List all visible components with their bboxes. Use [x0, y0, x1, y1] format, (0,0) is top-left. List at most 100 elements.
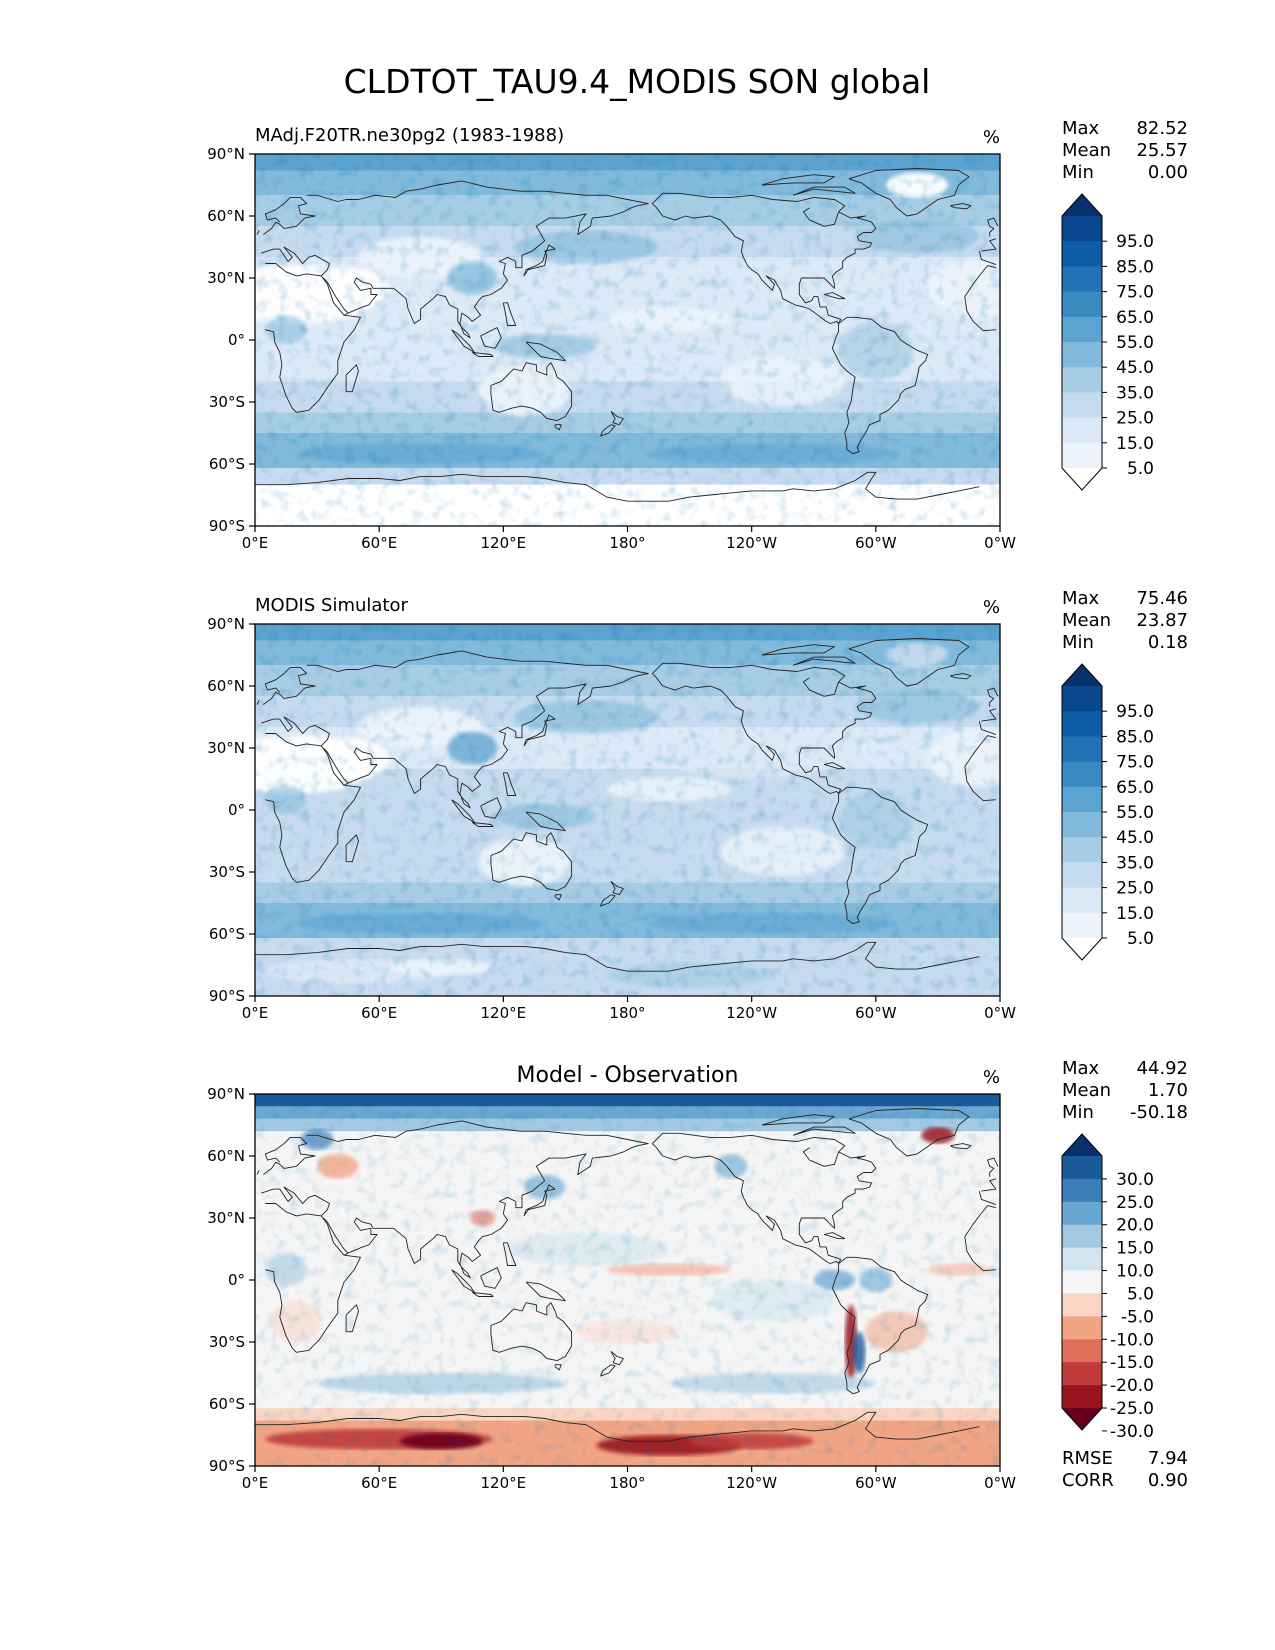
coastline: [502, 1242, 517, 1266]
stat-value-mean: 23.87: [1136, 610, 1188, 631]
stat-value-min: -50.18: [1130, 1102, 1188, 1123]
colorbar-label: 95.0: [1116, 702, 1154, 722]
coastline: [792, 1126, 856, 1136]
colorbar-segment: [1062, 912, 1102, 939]
coastline: [950, 1143, 972, 1150]
coastline: [345, 834, 359, 863]
colorbar-extend-min: [1062, 938, 1102, 960]
colorbar-label: 25.0: [1116, 409, 1154, 429]
coastline: [523, 714, 556, 747]
x-tick-label: 120°E: [481, 1004, 527, 1022]
coastline: [265, 263, 997, 413]
coastline: [554, 1364, 562, 1371]
x-tick-label: 60°E: [361, 1474, 397, 1492]
figure-title: CLDTOT_TAU9.4_MODIS SON global: [344, 62, 931, 101]
stat-value-min: 0.18: [1148, 632, 1188, 653]
stat-value-max: 75.46: [1136, 588, 1188, 609]
y-tick-label: 90°N: [207, 145, 245, 163]
y-tick-label: 0°: [228, 1271, 245, 1289]
panel-units: %: [983, 127, 1000, 148]
x-tick-label: 180°: [609, 534, 645, 552]
coastline: [261, 246, 997, 277]
coastline: [600, 1364, 616, 1377]
x-tick-label: 120°E: [481, 1474, 527, 1492]
map-field-test: [255, 154, 1000, 526]
coastline: [480, 797, 502, 819]
coastline: [600, 894, 616, 907]
y-tick-label: 60°N: [207, 677, 245, 695]
colorbar-segment: [1062, 761, 1102, 788]
coastline: [831, 1256, 929, 1395]
field-texture: [255, 154, 1000, 526]
colorbar-extend-max: [1062, 1134, 1102, 1156]
colorbar-label: 30.0: [1116, 1170, 1154, 1190]
field-texture: [255, 1094, 1000, 1466]
colorbar-label: 10.0: [1116, 1262, 1154, 1282]
colorbar-segment: [1062, 392, 1102, 419]
stat-label-mean: Mean: [1062, 610, 1111, 631]
colorbar-segment: [1062, 1156, 1102, 1180]
colorbar-label: 35.0: [1116, 383, 1154, 403]
colorbar-label: 15.0: [1116, 1239, 1154, 1259]
coastline: [345, 1304, 359, 1333]
x-tick-label: 180°: [609, 1474, 645, 1492]
colorbar-segment: [1062, 367, 1102, 393]
y-tick-label: 60°S: [209, 925, 245, 943]
coastline: [261, 716, 997, 747]
colorbar-label: 65.0: [1116, 308, 1154, 328]
coastline: [651, 1143, 839, 1264]
colorbar-extend-min: [1062, 468, 1102, 490]
colorbar-segment: [1062, 686, 1102, 712]
axis-ticks: 0°E 60°E 120°E 180° 120°W 60°W 0°W 90°N 60°N 30°N…: [207, 615, 1016, 1022]
coastline: [798, 1151, 877, 1264]
stat-label-max: Max: [1062, 588, 1100, 609]
stat-label-mean: Mean: [1062, 140, 1111, 161]
colorbar-label: 25.0: [1116, 1193, 1154, 1213]
coastline: [761, 1114, 835, 1126]
colorbar-label: 5.0: [1127, 1284, 1154, 1304]
colorbar-segment: [1062, 1385, 1102, 1409]
colorbar-label: -5.0: [1121, 1307, 1154, 1327]
y-tick-label: 60°S: [209, 455, 245, 473]
colorbar-label: 55.0: [1116, 333, 1154, 353]
coastline: [343, 1252, 349, 1256]
stat-value-mean: 25.57: [1136, 140, 1188, 161]
coastline: [525, 811, 566, 832]
coastline: [472, 821, 494, 827]
coastline: [651, 673, 839, 794]
y-tick-label: 0°: [228, 801, 245, 819]
coastline: [451, 799, 475, 823]
y-tick-label: 90°N: [207, 615, 245, 633]
stat-value-min: 0.00: [1148, 162, 1188, 183]
coastline: [651, 192, 846, 227]
coastline: [265, 733, 997, 883]
y-tick-label: 90°N: [207, 1085, 245, 1103]
colorbar-segment: [1062, 1201, 1102, 1226]
panel-left-title: MODIS Simulator: [255, 595, 408, 616]
coastline: [263, 196, 997, 252]
coastline: [798, 681, 877, 794]
stat-value-mean: 1.70: [1148, 1080, 1188, 1101]
coastline: [265, 1203, 997, 1353]
stat-label-min: Min: [1062, 162, 1094, 183]
x-tick-label: 0°E: [242, 1004, 269, 1022]
coastline: [490, 362, 573, 422]
stat-value-max: 82.52: [1136, 118, 1188, 139]
colorbar-segment: [1062, 786, 1102, 813]
coastline: [610, 1350, 624, 1366]
coastline: [480, 1267, 502, 1289]
coastline: [490, 1302, 573, 1362]
coastline: [798, 211, 877, 324]
stat-value-rmse: 7.94: [1148, 1448, 1188, 1469]
colorbar-reference: 95.0 85.0 75.0 65.0 55.0 45.0 35.0 25.0 15.0 5.0: [1061, 663, 1154, 961]
stat-label-rmse: RMSE: [1062, 1448, 1113, 1469]
colorbar-segment: [1062, 1270, 1102, 1295]
coastlines: [255, 638, 999, 972]
x-tick-label: 60°E: [361, 1004, 397, 1022]
colorbar-segment: [1062, 837, 1102, 863]
colorbar-label: 20.0: [1116, 1216, 1154, 1236]
x-tick-label: 0°W: [984, 1474, 1016, 1492]
coastline: [761, 644, 835, 656]
coastline: [345, 364, 359, 393]
